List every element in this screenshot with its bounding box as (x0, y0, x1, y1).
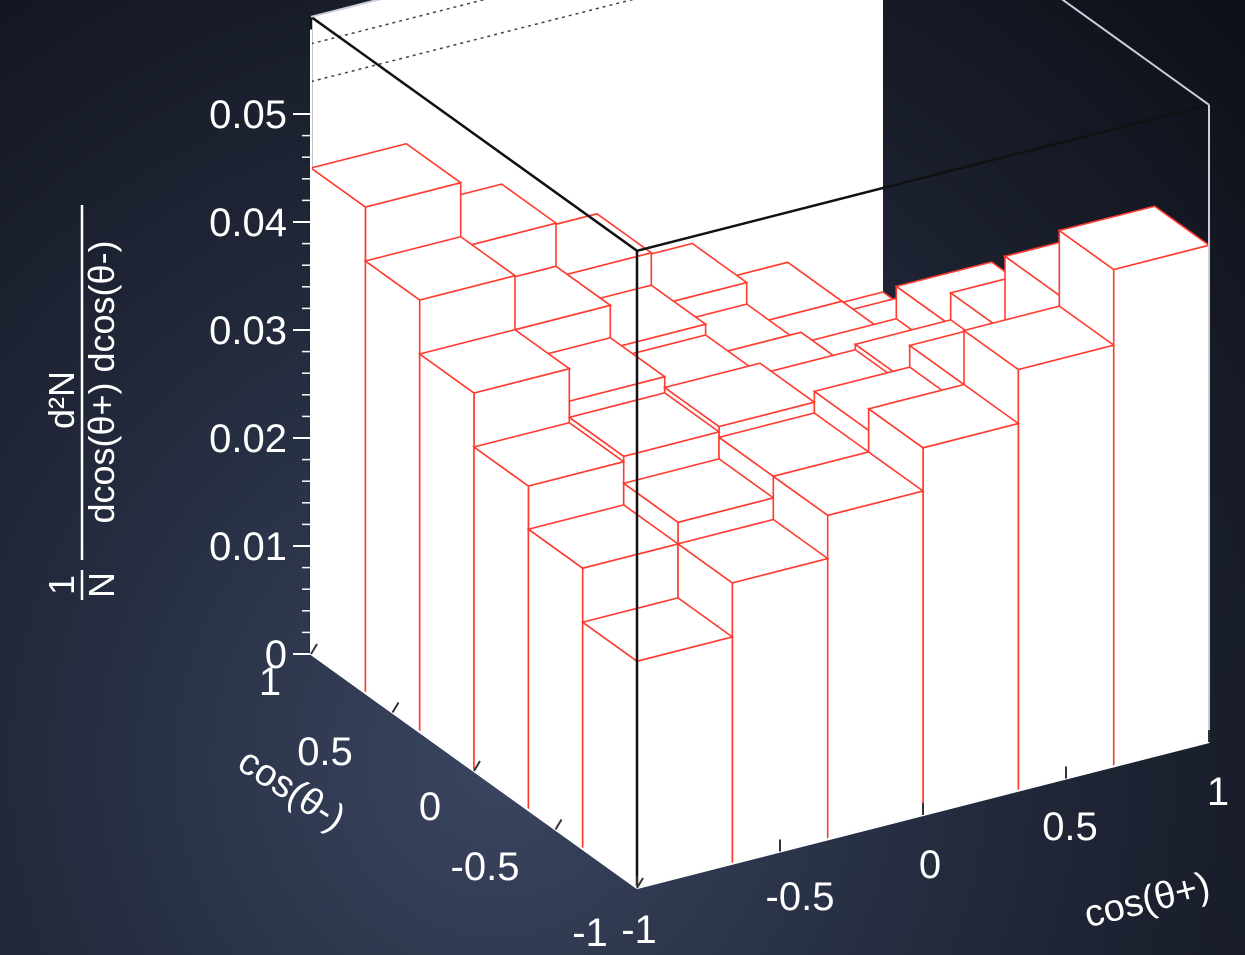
lego-bar-top-face (309, 142, 463, 208)
lego-bar-top-face (771, 451, 925, 517)
lego-bar-side-face (364, 259, 421, 734)
x-axis: -1 -0.5 0 0.5 1 (621, 730, 1229, 952)
lego-bar-top-face (526, 504, 680, 570)
lego-bar-side-face (527, 527, 584, 851)
lego-bars (309, 142, 1211, 890)
lego-bar-front-face (1112, 244, 1210, 768)
y-major-tick (636, 877, 644, 889)
z-tick-label: 0.01 (209, 525, 287, 569)
lego-bar-side-face (473, 445, 530, 812)
lego-bar-top-face (676, 518, 830, 584)
lego-bar-front-face (826, 489, 924, 841)
z-tick-label: 0.04 (209, 201, 287, 245)
lego-bar-top-face (866, 383, 1021, 449)
z-tick-label: 0.02 (209, 417, 287, 461)
z-title-denominator: dcos(θ+) dcos(θ-) (81, 240, 122, 523)
lego-bar-front-face (922, 422, 1020, 817)
x-tick-label: 1 (1207, 770, 1229, 814)
lego-bar-top-face (962, 305, 1116, 371)
x-axis-title: cos(θ+) (1080, 865, 1214, 937)
back-top-edge-y (1061, 0, 1210, 106)
y-major-tick (310, 643, 318, 655)
lego-bar-top-face (363, 235, 517, 301)
y-axis: -1 -0.50 0.5 1 (259, 643, 644, 955)
y-tick-label: 0.5 (297, 730, 353, 774)
lego-bar-top-face (472, 421, 626, 487)
y-major-tick (473, 760, 481, 772)
z-tick-label: 0 (265, 633, 287, 677)
y-major-tick (554, 818, 563, 831)
z-title-numerator: d²N (41, 371, 82, 429)
y-tick-label: -1 (572, 911, 608, 955)
back-grid-line-0 (310, 0, 634, 83)
lego-bar-side-face (581, 620, 638, 890)
lego-bar-top-face (662, 362, 817, 428)
lego-bar-top-face (417, 328, 572, 394)
z-tick-label: 0.05 (209, 93, 287, 137)
lego-bar-top-face (1057, 205, 1211, 271)
lego-bar-front-face (1017, 344, 1115, 792)
front-top-edge-x (636, 103, 1210, 253)
lego-bar-top-face (567, 392, 721, 458)
x-tick-label: -1 (621, 908, 657, 952)
y-major-tick (391, 701, 400, 714)
lego-bar-front-face (636, 635, 734, 890)
lego-bar-top-face (580, 597, 735, 663)
back-grid-line-1 (310, 0, 486, 45)
lego-bar-top-face (621, 458, 776, 524)
z-axis: 0 0.01 0.02 0.03 0.04 0.05 (209, 29, 312, 677)
y-tick-label: 1 (259, 660, 281, 704)
y-tick-label: -0.5 (451, 845, 520, 889)
x-tick-label: -0.5 (766, 875, 835, 919)
x-tick-label: 0 (919, 843, 941, 887)
z-tick-label: 0.03 (209, 309, 287, 353)
y-tick-label: 0 (419, 785, 441, 829)
lego-bar (580, 597, 735, 890)
lego-bar-front-face (731, 557, 829, 865)
lego-bar-side-face (418, 352, 475, 773)
z-axis-title: 1 N d²N dcos(θ+) dcos(θ-) (41, 205, 122, 600)
lego-bar-side-face (310, 166, 367, 695)
x-tick-label: 0.5 (1042, 805, 1098, 849)
z-title-n: N (81, 572, 122, 598)
front-top-edge-y (310, 15, 638, 252)
z-title-prefix: 1 (41, 575, 82, 595)
